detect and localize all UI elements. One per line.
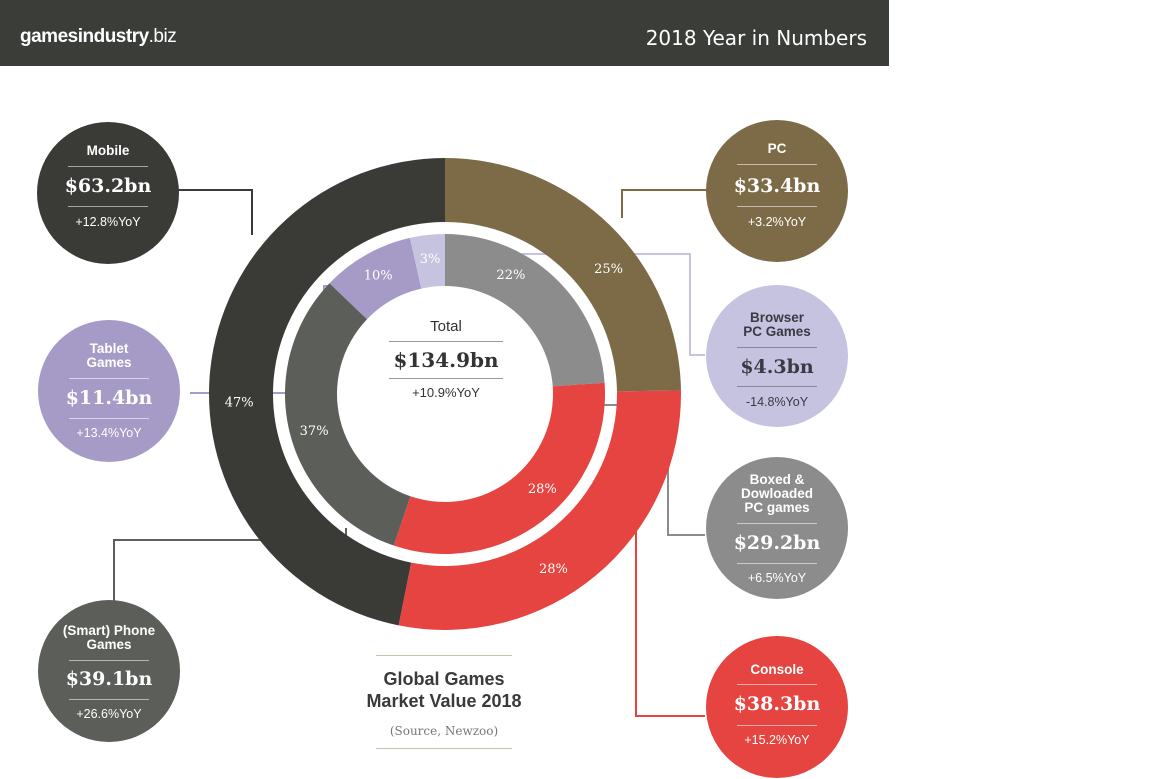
caption-rule-bottom [376,748,512,749]
total-divider [389,341,503,342]
inner-ring [284,234,605,554]
stat-yoy: +3.2%YoY [747,215,807,229]
total-title: Total [430,318,462,335]
stat-divider [737,684,817,685]
outer-ring-label-console: 28% [539,562,568,577]
inner-ring-label-browser: 3% [420,252,441,267]
stat-divider [68,206,148,207]
outer-ring-label-pc: 25% [594,262,623,277]
stat-divider [68,166,148,167]
header-bar: gamesindustry.biz 2018 Year in Numbers [0,0,889,66]
stat-title: Boxed & Dowloaded PC games [740,472,813,515]
stat-title: Browser PC Games [743,310,811,339]
stat-divider [737,164,817,165]
page-subtitle: 2018 Year in Numbers [645,26,867,50]
stat-divider [737,206,817,207]
stat-divider [69,660,149,661]
inner-ring-label-boxed: 22% [496,268,525,283]
connector-pc [621,189,712,218]
stat-value: $29.2bn [733,532,821,554]
stat-divider [737,347,817,348]
inner-ring-slice-browser [409,234,445,289]
stat-yoy: +12.8%YoY [75,215,141,229]
stat-circle-mobile: Mobile $63.2bn +12.8%YoY [37,122,179,264]
chart-title-line2: Market Value 2018 [366,691,522,711]
inner-ring-slice-smartphone [284,283,411,546]
chart-caption: Global Games Market Value 2018 (Source, … [360,655,528,749]
inner-ring-label-smartphone: 37% [300,424,329,439]
stat-divider [737,725,817,726]
stat-value: $33.4bn [733,175,821,197]
outer-ring-slice-console [398,390,681,630]
stat-circle-pc: PC $33.4bn +3.2%YoY [706,120,848,262]
stat-title: PC [767,141,787,156]
brand-logo: gamesindustry.biz [20,26,177,48]
stat-value: $4.3bn [740,356,814,378]
donut-chart: 25% 28% 47% 22% 28% 37% 10% 3% [113,158,712,717]
inner-ring-slice-boxed [445,234,605,387]
outer-ring-label-mobile: 47% [225,395,254,410]
stat-circle-tablet: Tablet Games $11.4bn +13.4%YoY [38,320,180,462]
stat-title: Tablet Games [86,341,132,370]
caption-rule-top [376,655,512,656]
inner-ring-label-console: 28% [528,482,557,497]
stat-divider [737,523,817,524]
stat-title: Console [750,662,804,677]
inner-ring-slice-tablet [329,237,422,320]
stat-circle-browser: Browser PC Games $4.3bn -14.8%YoY [706,285,848,427]
stat-yoy: +15.2%YoY [744,733,810,747]
inner-ring-label-tablet: 10% [364,269,393,284]
connector-mobile [176,189,253,235]
stat-circle-boxed: Boxed & Dowloaded PC games $29.2bn +6.5%… [706,457,848,599]
outer-ring-slice-pc [445,158,681,392]
inner-ring-slice-console [393,382,605,554]
chart-title-line1: Global Games [383,669,505,689]
brand-name-suffix: .biz [148,26,177,47]
connector-smartphone [113,528,347,622]
stat-circle-console: Console $38.3bn +15.2%YoY [706,636,848,778]
stat-divider [69,699,149,700]
stat-title: Mobile [86,143,130,158]
outer-ring-slice-mobile [209,158,445,626]
ring-labels: 25% 28% 47% 22% 28% 37% 10% 3% [225,252,623,577]
stat-divider [69,418,149,419]
connector-console [635,530,705,717]
stat-yoy: -14.8%YoY [745,395,809,409]
stat-value: $39.1bn [65,668,153,690]
brand-name-bold: gamesindustry [20,26,149,47]
stat-title: (Smart) Phone Games [62,623,156,652]
stat-value: $11.4bn [65,387,153,409]
stat-divider [737,386,817,387]
total-value: $134.9bn [393,348,499,372]
chart-title: Global Games Market Value 2018 [360,668,528,712]
total-yoy: +10.9%YoY [412,385,480,400]
chart-source: (Source, Newzoo) [389,724,499,738]
stat-divider [69,378,149,379]
stat-yoy: +13.4%YoY [76,426,142,440]
stat-circle-smartphone: (Smart) Phone Games $39.1bn +26.6%YoY [38,600,180,742]
stat-yoy: +26.6%YoY [76,707,142,721]
outer-ring [209,158,681,630]
total-divider-2 [389,378,503,379]
total-summary: Total $134.9bn +10.9%YoY [379,318,513,400]
stat-value: $63.2bn [64,175,152,197]
stat-yoy: +6.5%YoY [747,571,807,585]
stat-divider [737,563,817,564]
stat-value: $38.3bn [733,693,821,715]
